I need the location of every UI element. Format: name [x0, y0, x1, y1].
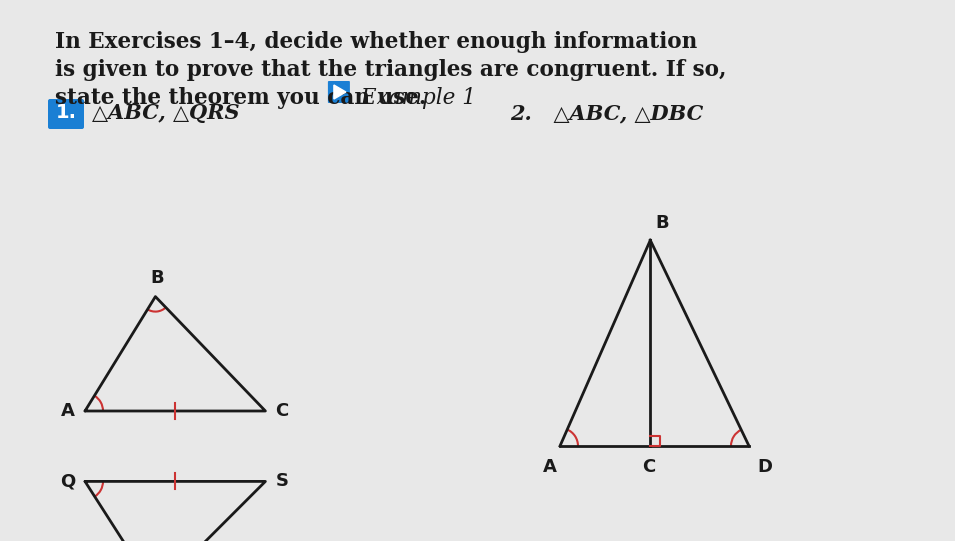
- Text: B: B: [151, 268, 164, 287]
- Text: B: B: [655, 214, 668, 232]
- Text: D: D: [757, 458, 772, 476]
- Text: A: A: [543, 458, 557, 476]
- Polygon shape: [334, 85, 346, 99]
- Text: is given to prove that the triangles are congruent. If so,: is given to prove that the triangles are…: [55, 59, 727, 81]
- Text: 2.   △ABC, △DBC: 2. △ABC, △DBC: [510, 103, 703, 123]
- Text: Q: Q: [60, 472, 75, 490]
- Text: In Exercises 1–4, decide whether enough information: In Exercises 1–4, decide whether enough …: [55, 31, 697, 53]
- Text: A: A: [61, 402, 75, 420]
- Text: C: C: [275, 402, 288, 420]
- Text: state the theorem you can use.: state the theorem you can use.: [55, 87, 449, 109]
- Text: 1.: 1.: [55, 103, 76, 122]
- Text: △ABC, △QRS: △ABC, △QRS: [92, 103, 240, 123]
- Text: Example 1: Example 1: [354, 87, 476, 109]
- FancyBboxPatch shape: [328, 81, 350, 103]
- Text: C: C: [642, 458, 655, 476]
- Text: S: S: [275, 472, 288, 490]
- FancyBboxPatch shape: [48, 99, 84, 129]
